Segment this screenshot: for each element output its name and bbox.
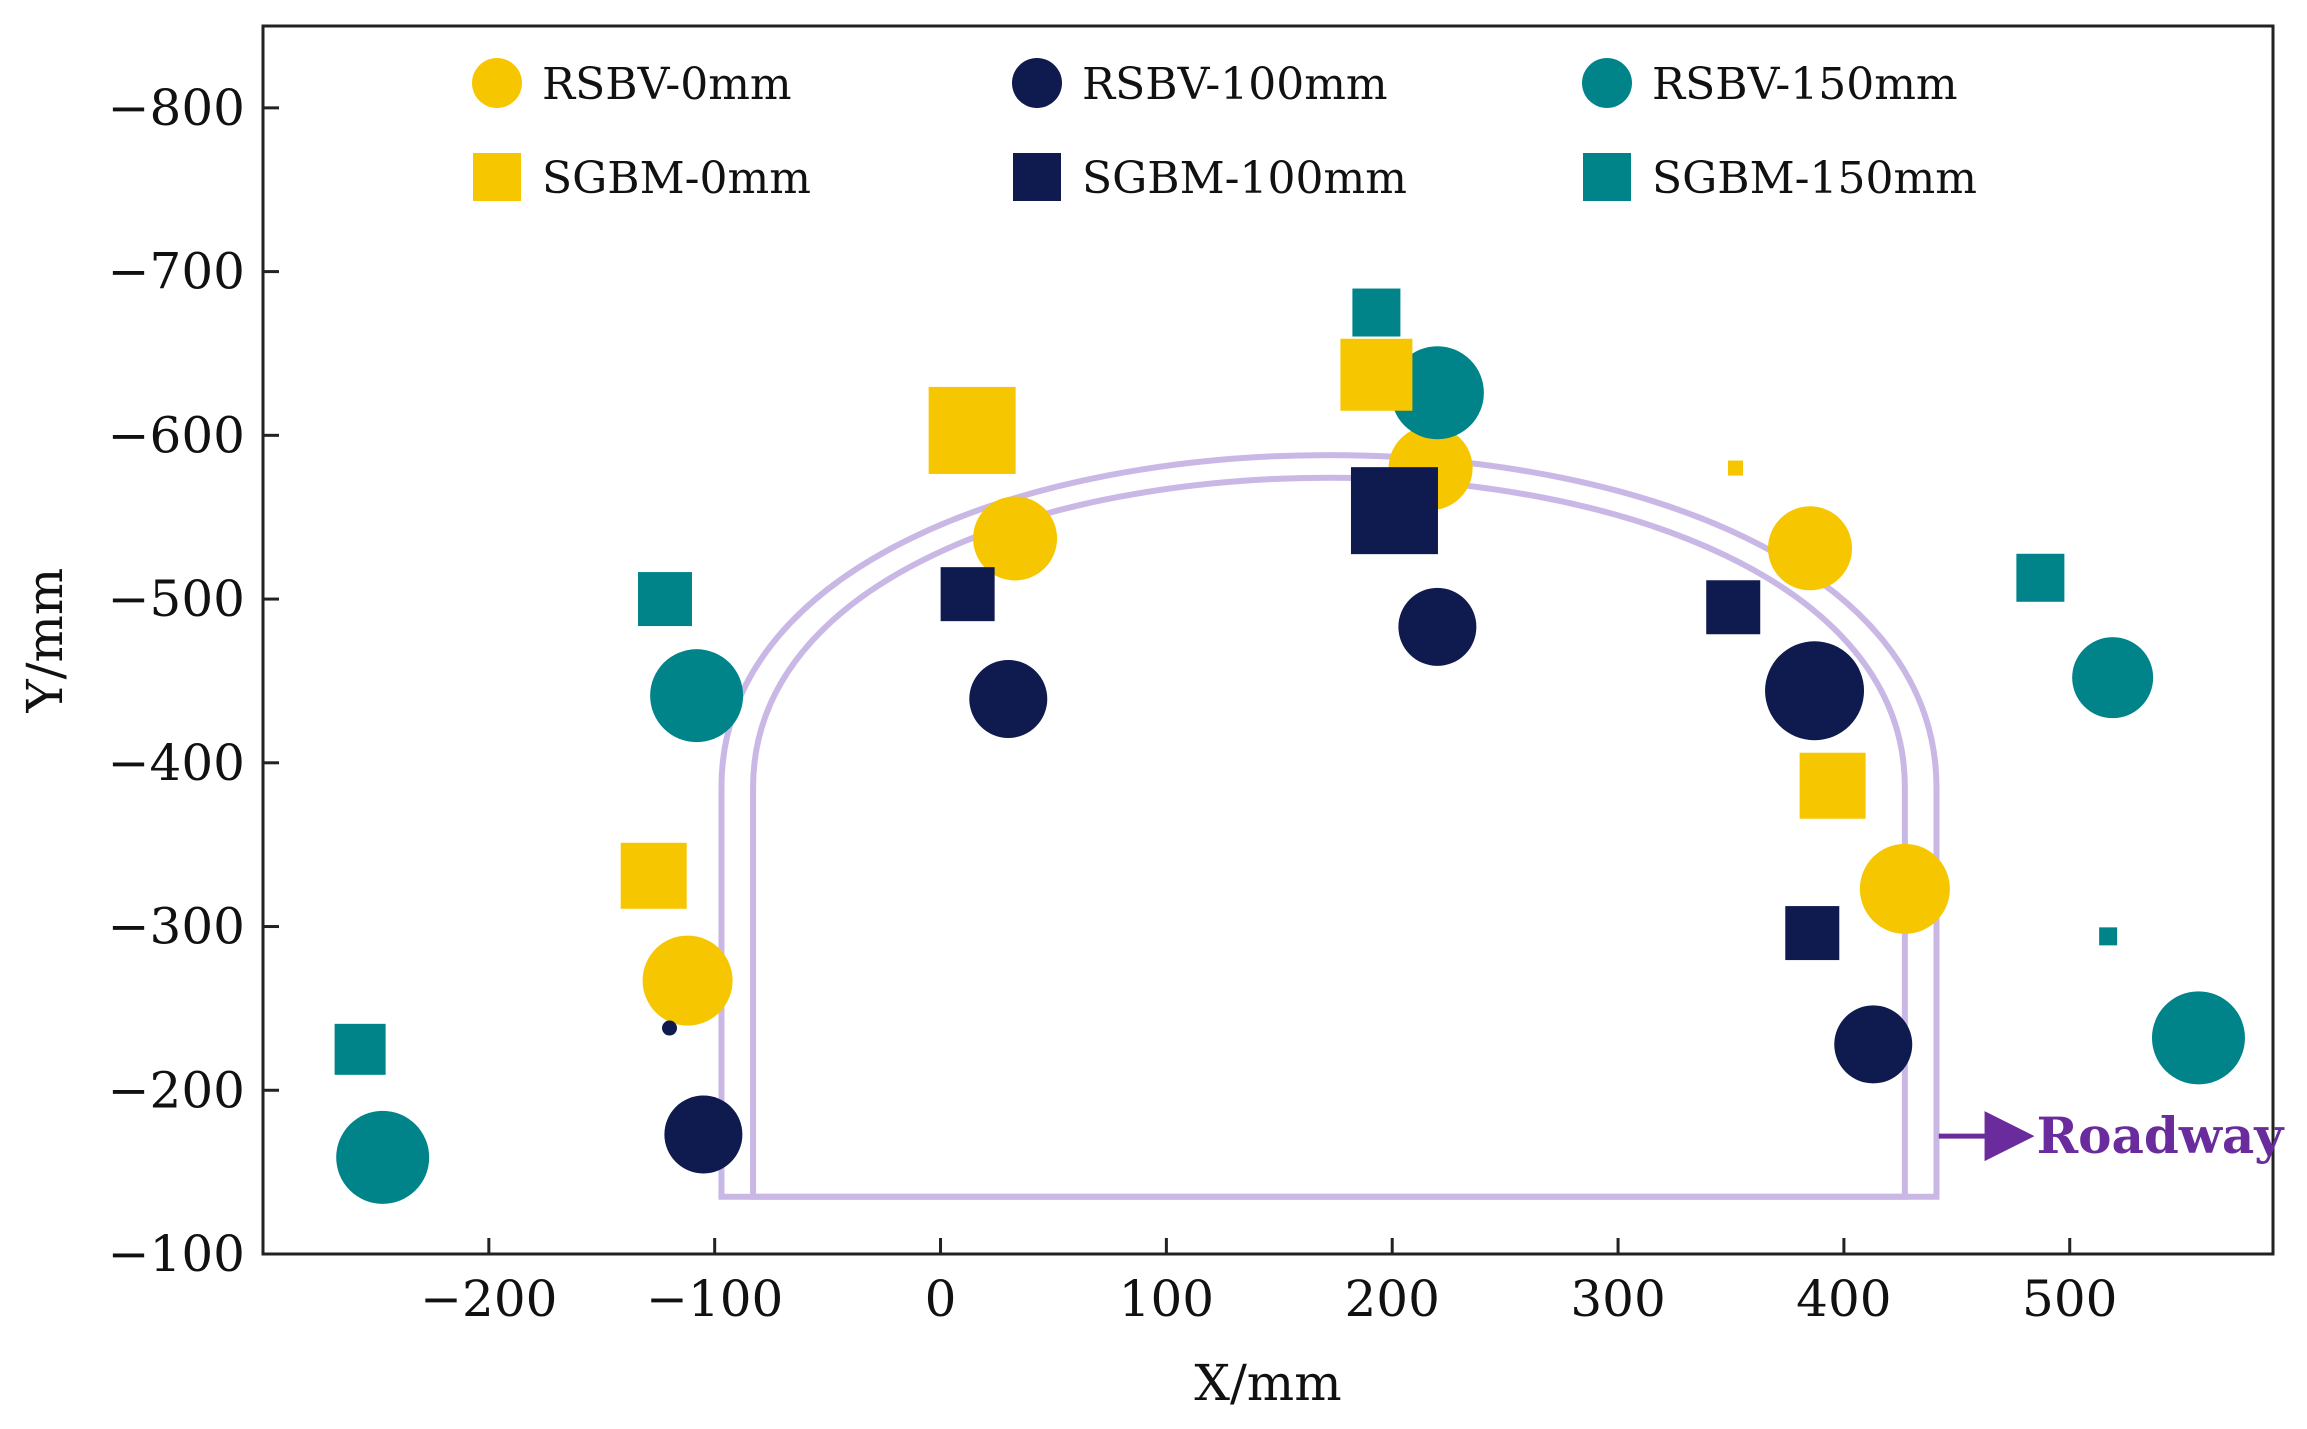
y-tick-label: −700 [108, 243, 245, 301]
data-points [334, 288, 2245, 1204]
roadway-label: Roadway [2037, 1106, 2286, 1165]
axis-ticks: −200 −100 0 100 200 300 400 500 −100 −200 −300 −400… [108, 79, 2118, 1328]
x-tick-label: 400 [1796, 1270, 1891, 1328]
plot-frame [261, 24, 2275, 1256]
point-rsbv-150mm [2072, 637, 2154, 719]
legend: RSBV-0mm RSBV-100mm RSBV-150mm SGBM-0mm SGBM… [472, 58, 1977, 204]
x-tick-label: 0 [925, 1270, 957, 1328]
x-tick-label: −200 [420, 1270, 557, 1328]
y-tick-label: −300 [108, 898, 245, 956]
x-tick-label: 100 [1119, 1270, 1214, 1328]
point-sgbm-150mm [1352, 288, 1401, 337]
y-tick-label: −200 [108, 1061, 245, 1119]
legend-label-sgbm-100mm: SGBM-100mm [1082, 153, 1407, 204]
point-rsbv-150mm [1390, 346, 1484, 440]
legend-marker-sgbm-100mm [1013, 153, 1061, 201]
legend-label-rsbv-100mm: RSBV-100mm [1082, 59, 1388, 110]
point-rsbv-0mm [1768, 506, 1853, 591]
y-tick-label: −800 [108, 79, 245, 137]
y-tick-label: −400 [108, 734, 245, 792]
y-tick-label: −500 [108, 570, 245, 628]
roadway-outline [718, 452, 1940, 1200]
y-axis-title: Y/mm [16, 568, 74, 714]
x-tick-label: −100 [646, 1270, 783, 1328]
legend-label-sgbm-150mm: SGBM-150mm [1652, 153, 1977, 204]
roadway-inner-line [750, 474, 1908, 1200]
roadway-outer-line [718, 452, 1940, 1200]
point-rsbv-150mm [2151, 991, 2245, 1085]
point-sgbm-0mm [620, 842, 687, 909]
annotations: Roadway [1938, 1106, 2286, 1165]
legend-marker-sgbm-150mm [1583, 153, 1631, 201]
point-rsbv-0mm [642, 935, 733, 1026]
y-tick-label: −600 [108, 406, 245, 464]
point-rsbv-0mm [1859, 843, 1950, 934]
point-sgbm-100mm [1785, 906, 1840, 961]
point-rsbv-150mm [650, 649, 744, 743]
point-rsbv-100mm [969, 659, 1048, 738]
point-rsbv-100mm [1834, 1005, 1913, 1084]
point-rsbv-0mm [973, 496, 1058, 581]
point-sgbm-0mm [1340, 338, 1413, 411]
point-sgbm-150mm [334, 1023, 386, 1075]
point-sgbm-100mm [1706, 580, 1761, 635]
x-tick-label: 200 [1344, 1270, 1439, 1328]
point-sgbm-100mm [1350, 467, 1438, 555]
x-tick-label: 300 [1570, 1270, 1665, 1328]
point-rsbv-150mm [336, 1110, 430, 1204]
legend-marker-sgbm-0mm [473, 153, 521, 201]
legend-label-rsbv-150mm: RSBV-150mm [1652, 59, 1958, 110]
point-sgbm-100mm [940, 567, 995, 622]
point-sgbm-150mm [2099, 927, 2118, 946]
x-tick-label: 500 [2022, 1270, 2117, 1328]
legend-label-sgbm-0mm: SGBM-0mm [542, 153, 811, 204]
point-sgbm-0mm [928, 386, 1016, 474]
point-sgbm-0mm [1799, 752, 1866, 819]
legend-label-rsbv-0mm: RSBV-0mm [542, 59, 792, 110]
legend-marker-rsbv-100mm [1012, 58, 1062, 108]
legend-marker-rsbv-0mm [472, 58, 522, 108]
point-sgbm-150mm [638, 572, 692, 627]
point-sgbm-0mm [1727, 460, 1743, 476]
point-rsbv-100mm [662, 1020, 678, 1036]
point-sgbm-150mm [2016, 553, 2065, 602]
x-axis-title: X/mm [1194, 1354, 1341, 1412]
legend-marker-rsbv-150mm [1582, 58, 1632, 108]
point-rsbv-100mm [1765, 641, 1865, 741]
point-rsbv-100mm [664, 1095, 743, 1174]
point-rsbv-100mm [1398, 587, 1477, 666]
y-tick-label: −100 [108, 1225, 245, 1283]
